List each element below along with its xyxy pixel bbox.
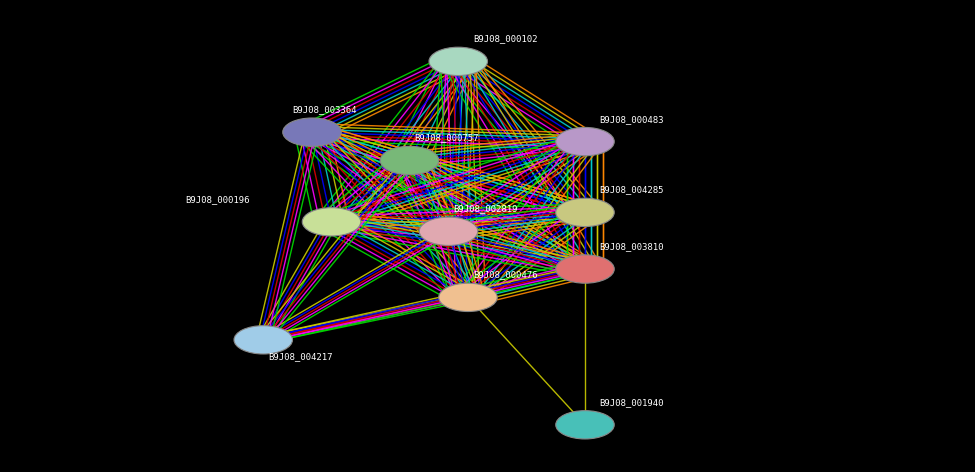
Text: B9J08_004217: B9J08_004217 — [268, 352, 332, 361]
Circle shape — [556, 255, 614, 283]
Circle shape — [556, 411, 614, 439]
Text: B9J08_003364: B9J08_003364 — [292, 105, 357, 114]
Text: B9J08_000196: B9J08_000196 — [185, 195, 250, 204]
Circle shape — [556, 127, 614, 156]
Text: B9J08_000102: B9J08_000102 — [473, 34, 537, 43]
Circle shape — [439, 283, 497, 312]
Circle shape — [429, 47, 488, 76]
Text: B9J08_000483: B9J08_000483 — [600, 115, 664, 124]
Circle shape — [302, 208, 361, 236]
Circle shape — [283, 118, 341, 146]
Text: B9J08_001940: B9J08_001940 — [600, 398, 664, 407]
Circle shape — [234, 326, 292, 354]
Circle shape — [419, 217, 478, 245]
Circle shape — [380, 146, 439, 175]
Text: B9J08_000476: B9J08_000476 — [473, 270, 537, 279]
Text: B9J08_004285: B9J08_004285 — [600, 185, 664, 194]
Text: B9J08_000757: B9J08_000757 — [414, 134, 479, 143]
Text: B9J08_003810: B9J08_003810 — [600, 242, 664, 251]
Circle shape — [556, 198, 614, 227]
Text: B9J08_002819: B9J08_002819 — [453, 204, 518, 213]
